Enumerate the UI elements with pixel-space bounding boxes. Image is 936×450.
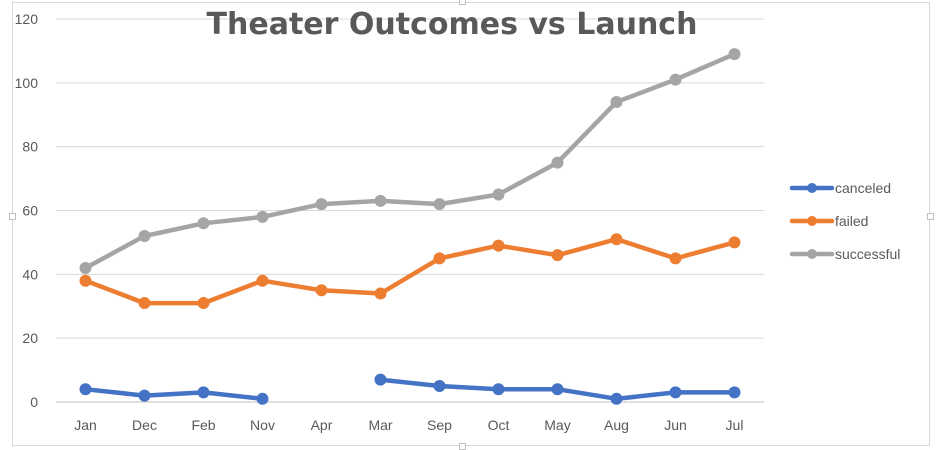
data-point-failed[interactable] [492,239,505,252]
data-point-successful[interactable] [610,95,623,108]
x-tick-label: Apr [311,417,333,433]
x-tick-label: Nov [250,417,275,433]
data-point-canceled[interactable] [551,383,564,396]
legend-label: canceled [835,180,891,196]
data-point-failed[interactable] [256,274,269,287]
data-point-failed[interactable] [610,233,623,246]
y-tick-label: 80 [22,139,38,155]
data-point-successful[interactable] [728,48,741,61]
data-point-failed[interactable] [551,249,564,262]
data-point-failed[interactable] [728,236,741,249]
resize-handle-left[interactable] [9,213,16,220]
series-line-failed [83,236,737,306]
legend-label: failed [835,213,868,229]
data-point-failed[interactable] [138,297,151,310]
legend-item-failed[interactable]: failed [789,213,868,229]
data-point-canceled[interactable] [610,392,623,405]
data-point-failed[interactable] [374,287,387,300]
legend-item-canceled[interactable]: canceled [789,180,891,196]
data-point-canceled[interactable] [79,383,92,396]
y-tick-label: 60 [22,203,38,219]
x-tick-label: Feb [191,417,215,433]
x-tick-label: May [544,417,570,433]
y-tick-label: 40 [22,266,38,282]
data-point-failed[interactable] [79,274,92,287]
chart-border [12,2,930,446]
legend-label: successful [835,246,900,262]
data-point-canceled[interactable] [256,392,269,405]
data-point-failed[interactable] [669,252,682,265]
chart-title: Theater Outcomes vs Launch [207,7,698,42]
series-canceled [79,373,741,405]
data-point-canceled[interactable] [669,386,682,399]
data-point-canceled[interactable] [728,386,741,399]
data-point-canceled[interactable] [374,373,387,386]
data-point-failed[interactable] [315,284,328,297]
data-point-successful[interactable] [197,217,210,230]
gridlines [56,18,764,339]
x-tick-label: Jul [726,417,744,433]
series-line-canceled [83,386,265,402]
series-lines [79,48,741,405]
legend-swatch-marker [807,183,817,193]
x-tick-label: Sep [427,417,452,433]
data-point-canceled[interactable] [433,380,446,393]
data-point-canceled[interactable] [138,389,151,402]
data-point-canceled[interactable] [492,383,505,396]
data-point-successful[interactable] [315,198,328,211]
data-point-successful[interactable] [374,194,387,207]
data-point-canceled[interactable] [197,386,210,399]
axes: 0 20 40 60 80 100 120 Jan Dec Feb Nov Apr Mar Sep Oct M… [15,11,764,433]
series-successful [79,48,741,274]
y-tick-label: 100 [15,75,39,91]
y-tick-label: 20 [22,330,38,346]
legend-swatch-marker [807,216,817,226]
data-point-successful[interactable] [551,156,564,169]
data-point-successful[interactable] [138,230,151,243]
legend[interactable]: canceled failed successful [789,180,900,262]
x-tick-label: Jan [74,417,97,433]
y-tick-label: 0 [30,394,38,410]
data-point-successful[interactable] [669,73,682,86]
x-tick-label: Mar [368,417,392,433]
x-tick-label: Aug [604,417,629,433]
series-line-successful [83,51,737,271]
x-tick-label: Oct [488,417,510,433]
data-point-successful[interactable] [79,261,92,274]
x-tick-label: Jun [664,417,687,433]
legend-item-successful[interactable]: successful [789,246,900,262]
y-tick-label: 120 [15,11,39,27]
data-point-successful[interactable] [256,210,269,223]
resize-handle-right[interactable] [927,213,934,220]
data-point-failed[interactable] [197,297,210,310]
resize-handle-top[interactable] [459,0,466,5]
legend-swatch-marker [807,249,817,259]
data-point-successful[interactable] [433,198,446,211]
x-tick-label: Dec [132,417,157,433]
data-point-failed[interactable] [433,252,446,265]
data-point-successful[interactable] [492,188,505,201]
series-failed [79,233,741,310]
